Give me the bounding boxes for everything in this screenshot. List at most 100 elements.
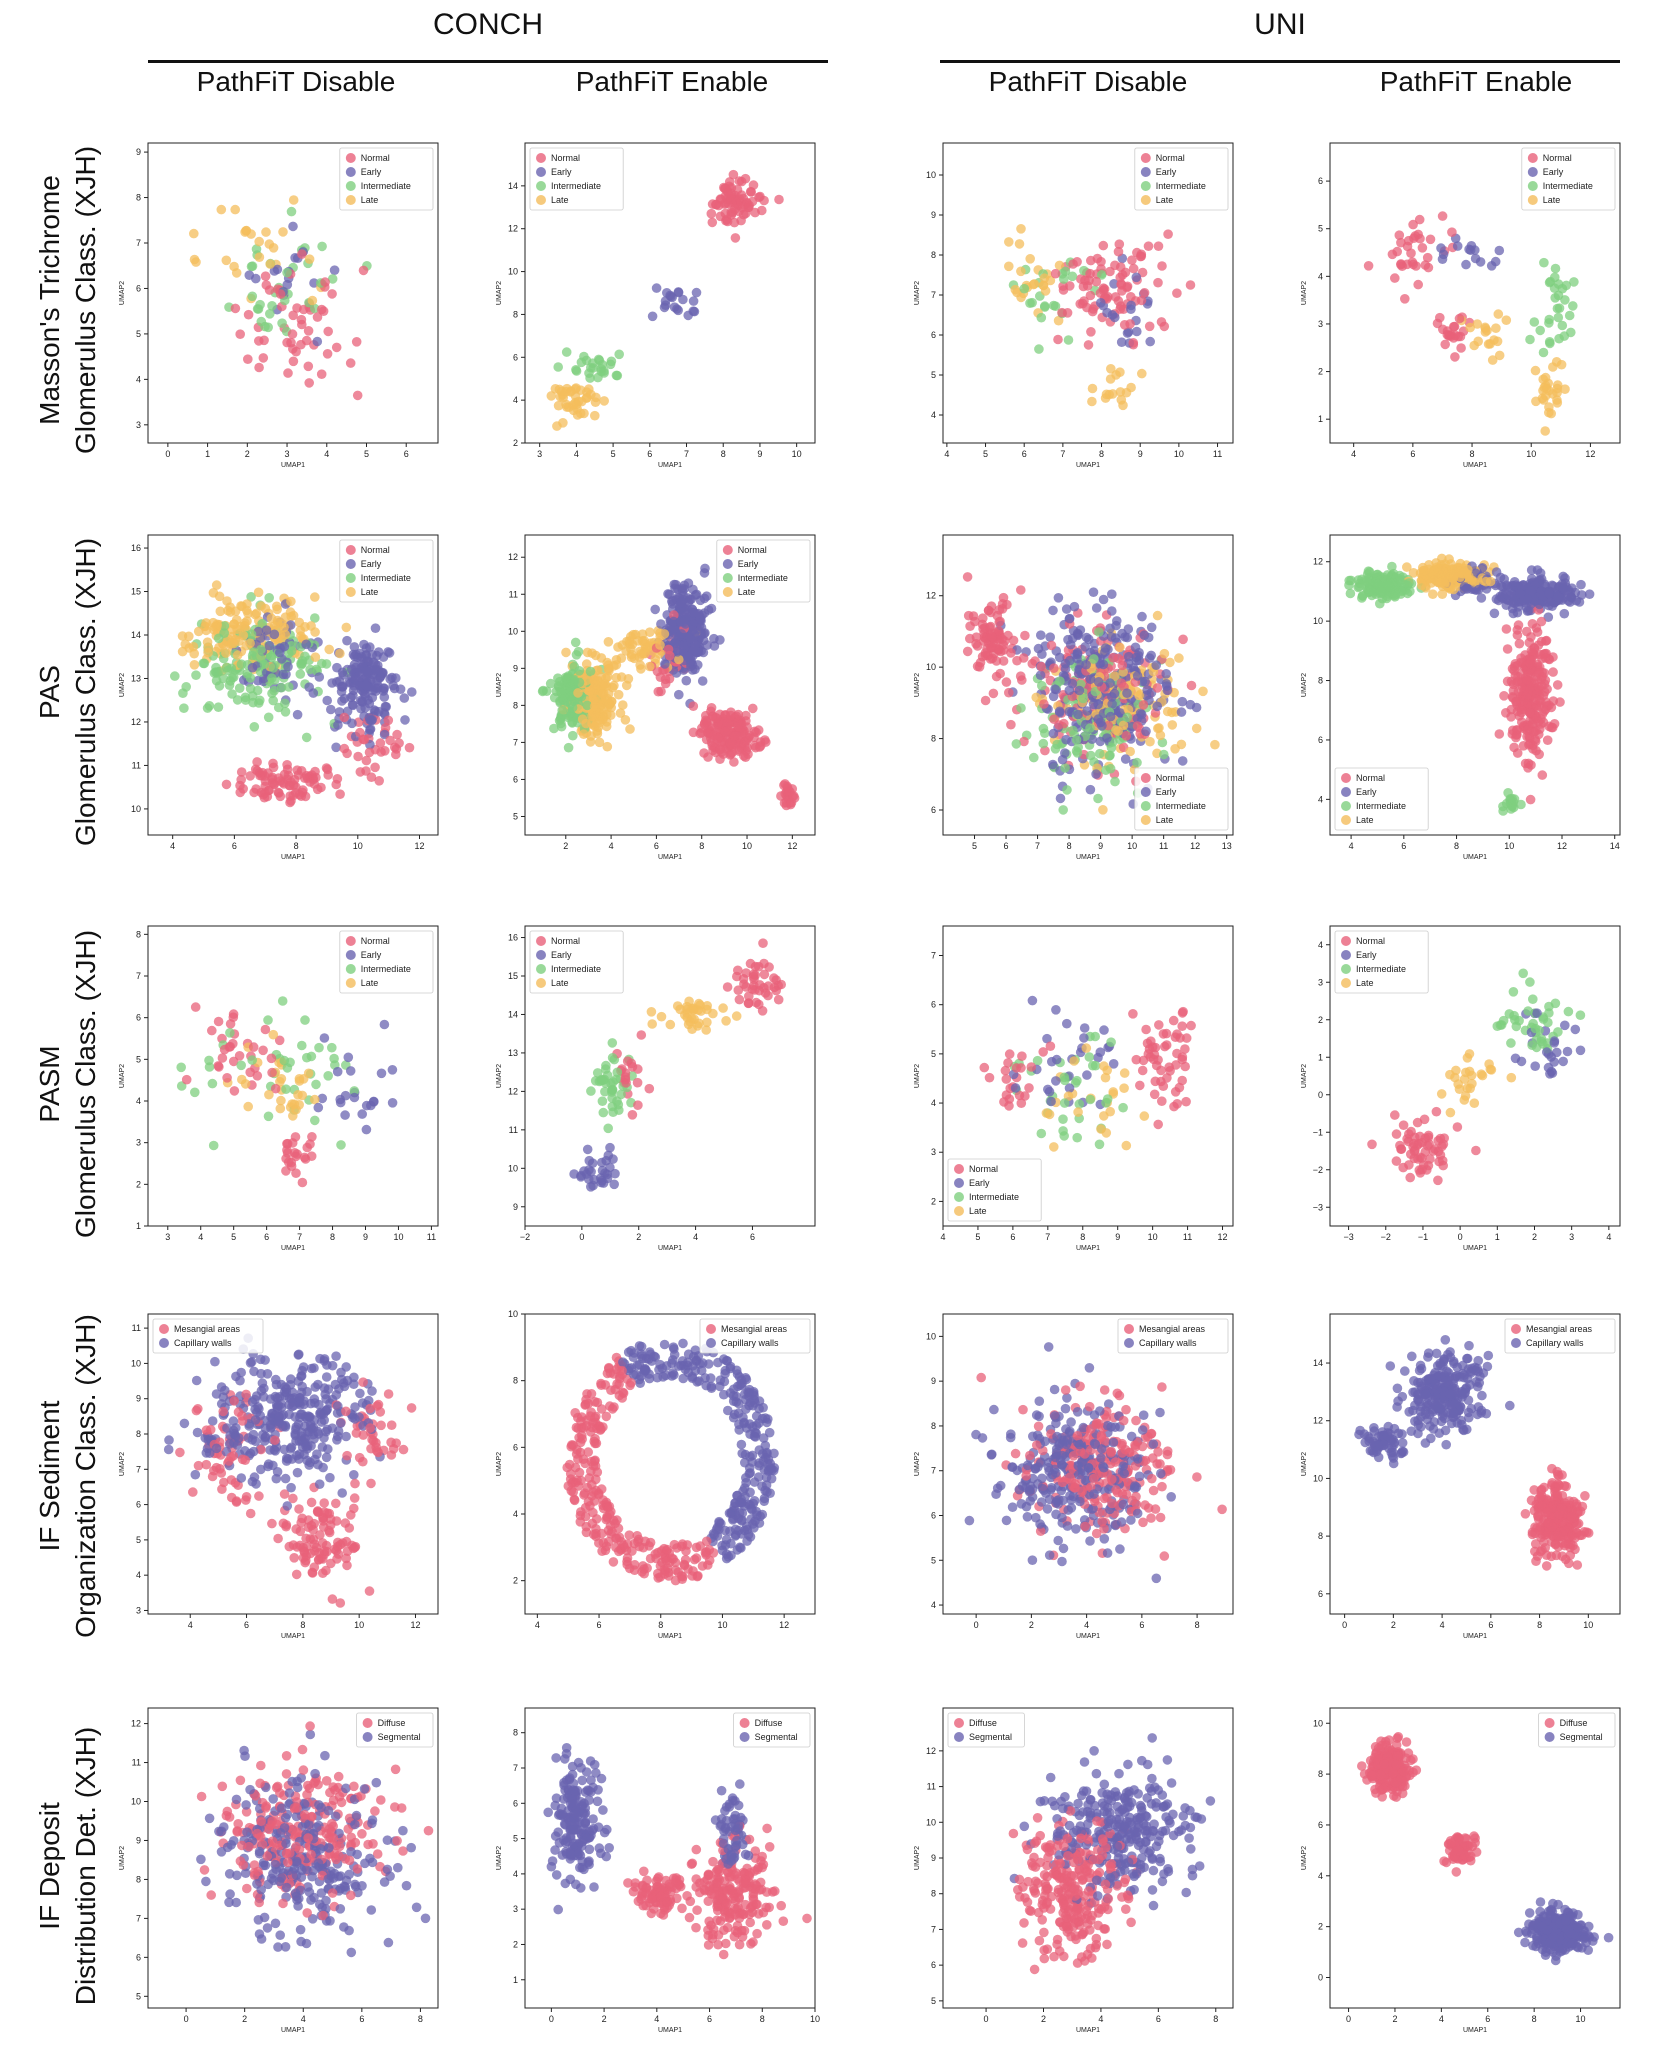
scatter-point bbox=[647, 1007, 657, 1017]
scatter-point bbox=[1108, 653, 1118, 663]
scatter-point bbox=[656, 619, 666, 629]
scatter-point bbox=[331, 743, 341, 753]
x-tick-label: 4 bbox=[940, 1232, 945, 1242]
x-tick-label: 5 bbox=[972, 841, 977, 851]
scatter-point bbox=[304, 378, 314, 388]
x-tick-label: 5 bbox=[364, 449, 369, 459]
column-title-uni-disable: PathFiT Disable bbox=[898, 66, 1278, 106]
y-tick-label: 6 bbox=[513, 774, 518, 784]
scatter-point bbox=[236, 601, 246, 611]
scatter-point bbox=[760, 970, 770, 980]
scatter-point bbox=[1086, 1095, 1096, 1105]
legend-entry: Normal bbox=[551, 153, 580, 163]
scatter-point bbox=[608, 1107, 618, 1117]
scatter-point bbox=[1418, 243, 1428, 253]
scatter-point bbox=[1438, 211, 1448, 221]
scatter-point bbox=[246, 229, 256, 239]
scatter-point bbox=[1513, 630, 1523, 640]
scatter-point bbox=[1051, 1005, 1061, 1015]
scatter-point bbox=[1062, 785, 1072, 795]
x-tick-label: 2 bbox=[245, 449, 250, 459]
scatter-point bbox=[1506, 1038, 1516, 1048]
scatter-point bbox=[1509, 987, 1519, 997]
scatter-point bbox=[1461, 260, 1471, 270]
row-title-masson: Masson's Trichrome Glomerulus Class. (XJ… bbox=[28, 110, 108, 490]
scatter-point bbox=[297, 1041, 307, 1051]
scatter-point bbox=[1554, 291, 1564, 301]
scatter-point bbox=[282, 760, 292, 770]
scatter-point bbox=[598, 1096, 608, 1106]
x-tick-label: 2 bbox=[563, 841, 568, 851]
scatter-point bbox=[178, 647, 188, 657]
scatter-point bbox=[357, 1109, 367, 1119]
scatter-point bbox=[1484, 1059, 1494, 1069]
scatter-point bbox=[322, 696, 332, 706]
scatter-point bbox=[1069, 1056, 1079, 1066]
x-axis-label: UMAP1 bbox=[281, 1245, 305, 1252]
scatter-point bbox=[739, 210, 749, 220]
scatter-point bbox=[1453, 1122, 1463, 1132]
scatter-point bbox=[1118, 661, 1128, 671]
scatter-point bbox=[313, 337, 323, 347]
scatter-point bbox=[302, 336, 312, 346]
row-title-line1: IF Deposit bbox=[32, 1802, 68, 1930]
x-tick-label: 10 bbox=[742, 841, 752, 851]
legend-marker bbox=[954, 1192, 964, 1202]
y-tick-label: 6 bbox=[136, 283, 141, 293]
y-tick-label: 7 bbox=[931, 951, 936, 961]
model-rule-uni bbox=[940, 60, 1620, 63]
scatter-point bbox=[1460, 582, 1470, 592]
scatter-point bbox=[1105, 267, 1115, 277]
scatter-point bbox=[288, 311, 298, 321]
scatter-point bbox=[622, 637, 632, 647]
scatter-point bbox=[1101, 1073, 1111, 1083]
y-tick-label: 9 bbox=[513, 1202, 518, 1212]
scatter-point bbox=[1106, 764, 1116, 774]
scatter-point bbox=[1144, 241, 1154, 251]
scatter-point bbox=[213, 1061, 223, 1071]
scatter-point bbox=[689, 296, 699, 306]
scatter-point bbox=[1051, 269, 1061, 279]
scatter-point bbox=[965, 621, 975, 631]
scatter-point bbox=[391, 750, 401, 760]
scatter-point bbox=[1192, 724, 1202, 734]
scatter-point bbox=[207, 1026, 217, 1036]
x-tick-label: 7 bbox=[684, 449, 689, 459]
scatter-point bbox=[1537, 637, 1547, 647]
y-tick-label: 4 bbox=[931, 410, 936, 420]
y-tick-label: 5 bbox=[136, 1054, 141, 1064]
legend-entry: Early bbox=[361, 950, 382, 960]
x-tick-label: 11 bbox=[1159, 841, 1168, 851]
scatter-point bbox=[1364, 261, 1374, 271]
scatter-point bbox=[981, 648, 991, 658]
scatter-point bbox=[1362, 577, 1372, 587]
y-tick-label: 5 bbox=[931, 1049, 936, 1059]
legend-marker bbox=[1528, 195, 1538, 205]
scatter-point bbox=[1198, 687, 1208, 697]
y-tick-label: 10 bbox=[131, 804, 141, 814]
scatter-point bbox=[1137, 369, 1147, 379]
scatter-point bbox=[344, 1053, 354, 1063]
scatter-point bbox=[1016, 703, 1026, 713]
scatter-point bbox=[1530, 644, 1540, 654]
scatter-point bbox=[546, 679, 556, 689]
legend-entry: Normal bbox=[1543, 153, 1572, 163]
scatter-point bbox=[726, 711, 736, 721]
y-tick-label: 10 bbox=[508, 267, 518, 277]
scatter-point bbox=[1132, 1055, 1142, 1065]
scatter-point bbox=[317, 369, 327, 379]
y-tick-label: 5 bbox=[513, 811, 518, 821]
scatter-point bbox=[556, 719, 566, 729]
scatter-point bbox=[657, 1012, 667, 1022]
scatter-point bbox=[333, 720, 343, 730]
scatter-point bbox=[737, 190, 747, 200]
scatter-point bbox=[276, 289, 286, 299]
scatter-point bbox=[1171, 1087, 1181, 1097]
scatter-point bbox=[297, 660, 307, 670]
scatter-point bbox=[1149, 1055, 1159, 1065]
legend-marker bbox=[536, 153, 546, 163]
scatter-point bbox=[1060, 763, 1070, 773]
scatter-point bbox=[1178, 1007, 1188, 1017]
